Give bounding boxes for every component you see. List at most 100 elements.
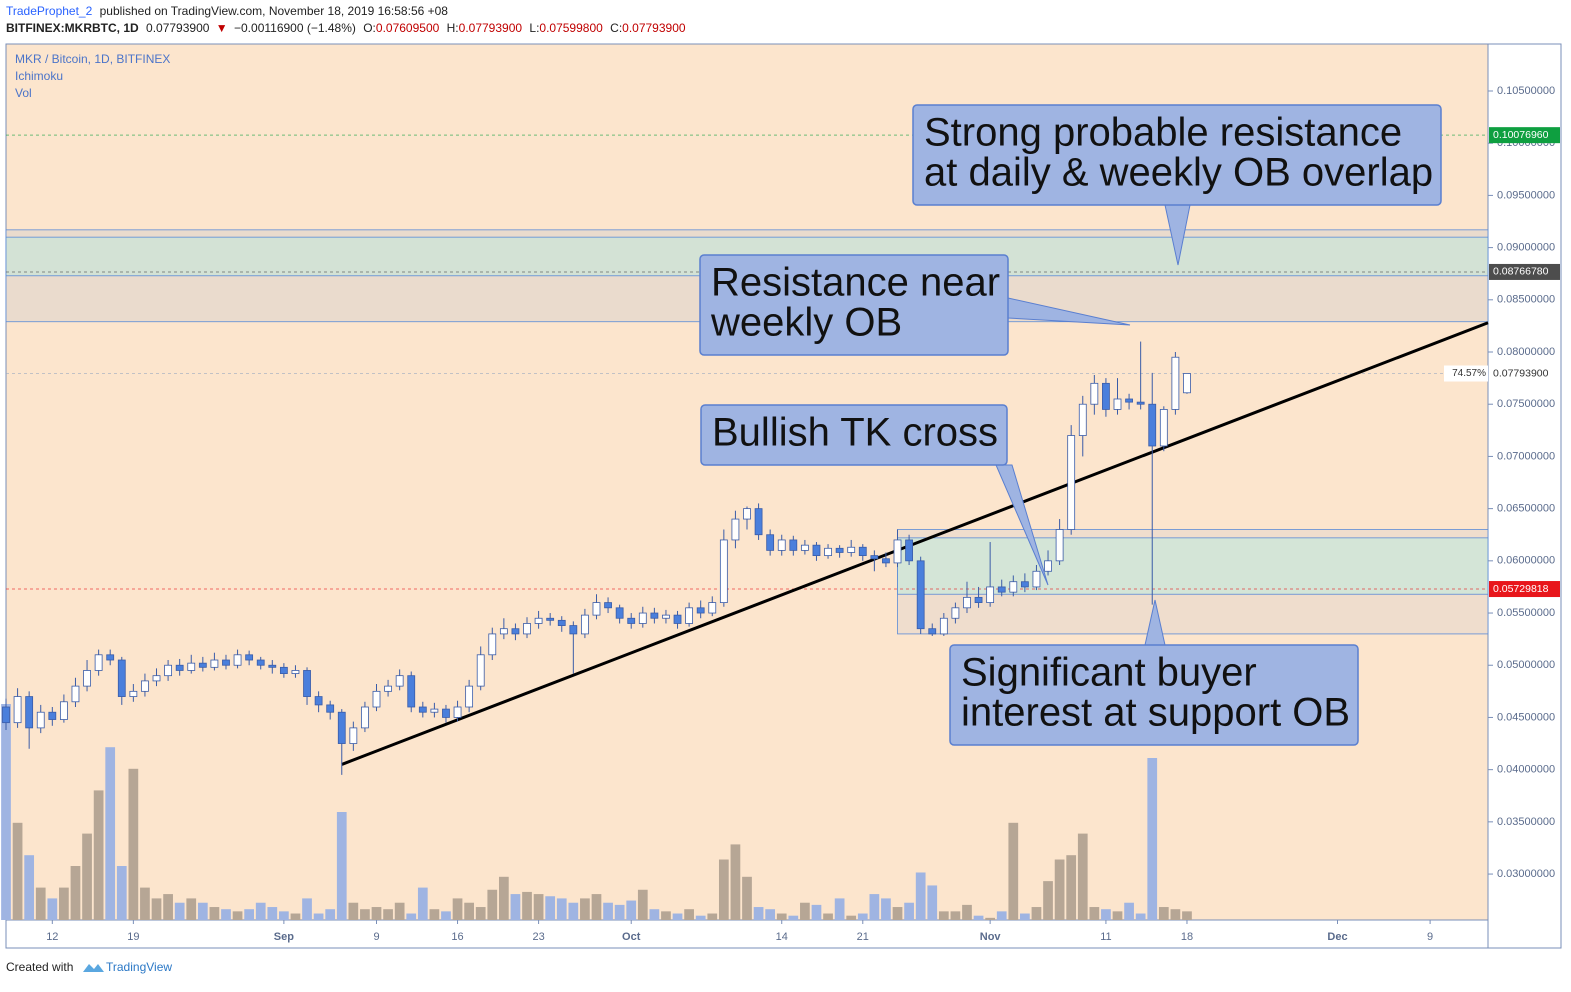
volume-bar	[255, 902, 266, 920]
volume-bar	[545, 896, 556, 920]
candle-body	[974, 596, 983, 603]
candle-body	[314, 696, 323, 706]
price-tag-label: 0.10076960	[1493, 129, 1549, 141]
candle-body	[523, 623, 531, 635]
volume-bar	[742, 876, 752, 920]
volume-bar	[776, 913, 787, 920]
ohlc-key: O:	[363, 21, 376, 35]
volume-bar	[394, 902, 405, 920]
volume-bar	[938, 911, 949, 920]
y-tick-label: 0.05500000	[1497, 607, 1555, 619]
candle-body	[1171, 356, 1180, 410]
logo	[83, 964, 104, 972]
candle-body	[1044, 560, 1052, 572]
footer-text: Created with	[6, 960, 73, 974]
volume-bar	[302, 898, 312, 920]
volume-bar	[498, 876, 509, 920]
volume-bar	[684, 909, 694, 920]
volume-bar	[371, 907, 382, 920]
time-axis	[5, 919, 1489, 949]
x-tick-label: Nov	[980, 931, 1002, 943]
x-tick-label: Sep	[274, 931, 294, 943]
volume-bar	[1066, 855, 1077, 920]
candle-body	[951, 607, 960, 619]
callout-text: Significant buyer	[961, 651, 1257, 695]
candle-body	[662, 614, 670, 619]
candle-body	[615, 607, 624, 619]
candle-body	[870, 555, 879, 560]
callout-box	[912, 104, 1442, 206]
symbol: BITFINEX:MKRBTC, 1D	[6, 21, 139, 35]
ohlc-key: C:	[610, 21, 622, 35]
candle-body	[928, 628, 937, 635]
change: −0.00116900 (−1.48%)	[234, 21, 356, 35]
candle-body	[557, 619, 566, 626]
volume-bar	[985, 917, 996, 920]
zone	[897, 537, 1489, 595]
candle-body	[673, 614, 682, 624]
volume-bar	[209, 907, 220, 920]
volume-bar	[1124, 902, 1134, 920]
volume-bar	[59, 887, 69, 920]
volume-bar	[336, 812, 347, 920]
y-tick-label: 0.04500000	[1497, 711, 1555, 723]
volume-bar	[221, 909, 231, 920]
x-tick-label: 18	[1181, 931, 1193, 943]
volume-bar	[1135, 913, 1146, 920]
candle-body	[939, 617, 948, 635]
candle-body	[152, 675, 161, 682]
brand[interactable]: TradingView	[106, 960, 172, 974]
frame	[5, 43, 1562, 949]
x-tick-label: Oct	[622, 931, 641, 943]
volume-bar	[823, 913, 833, 920]
volume-bar	[279, 911, 289, 920]
volume-bar	[603, 902, 613, 920]
price-axis	[1487, 43, 1562, 949]
candle-body	[1090, 382, 1099, 405]
volume-bar	[1043, 881, 1053, 920]
volume-bar	[834, 898, 845, 920]
volume-bar	[70, 866, 81, 920]
volume-bar	[765, 909, 776, 920]
volume-bar	[406, 913, 417, 920]
price-note: 74.57%	[1452, 368, 1486, 379]
volume-bar	[915, 872, 926, 920]
volume-bar	[35, 887, 46, 920]
candle-body	[175, 664, 184, 671]
y-tick-label: 0.08000000	[1497, 346, 1555, 358]
x-tick-label: Dec	[1327, 931, 1347, 943]
volume-bar	[163, 894, 173, 920]
candle-body	[581, 614, 589, 635]
candle-body	[1032, 570, 1041, 588]
volume-bar	[464, 902, 474, 920]
candle-body	[222, 659, 230, 666]
candle-body	[534, 617, 543, 624]
volume-bar	[973, 915, 984, 920]
candle-body	[164, 664, 172, 677]
candle-body	[916, 560, 925, 630]
candle-body	[245, 654, 254, 661]
author[interactable]: TradeProphet_2	[6, 4, 93, 18]
y-tick-label: 0.06500000	[1497, 503, 1555, 515]
candle-body	[83, 670, 91, 687]
y-tick-label: 0.06000000	[1497, 555, 1555, 567]
callout-text: Strong probable resistance	[924, 111, 1402, 155]
indicator-label: Vol	[15, 86, 32, 100]
candle-body	[1113, 398, 1122, 410]
candle-body	[604, 602, 612, 609]
x-tick-label: 9	[373, 931, 379, 943]
volume-bar	[962, 904, 972, 920]
volume-bar	[1031, 907, 1042, 920]
volume-bar	[672, 913, 683, 920]
volume-bar	[1112, 911, 1123, 920]
volume-bar	[811, 904, 822, 920]
candle-body	[1055, 529, 1064, 562]
volume-bar	[1077, 833, 1088, 920]
candle-body	[1183, 373, 1191, 394]
candle-body	[1078, 403, 1087, 436]
candle-body	[361, 706, 369, 729]
candle-body	[395, 675, 404, 687]
y-tick-label: 0.07000000	[1497, 450, 1555, 462]
candle-body	[499, 628, 508, 635]
